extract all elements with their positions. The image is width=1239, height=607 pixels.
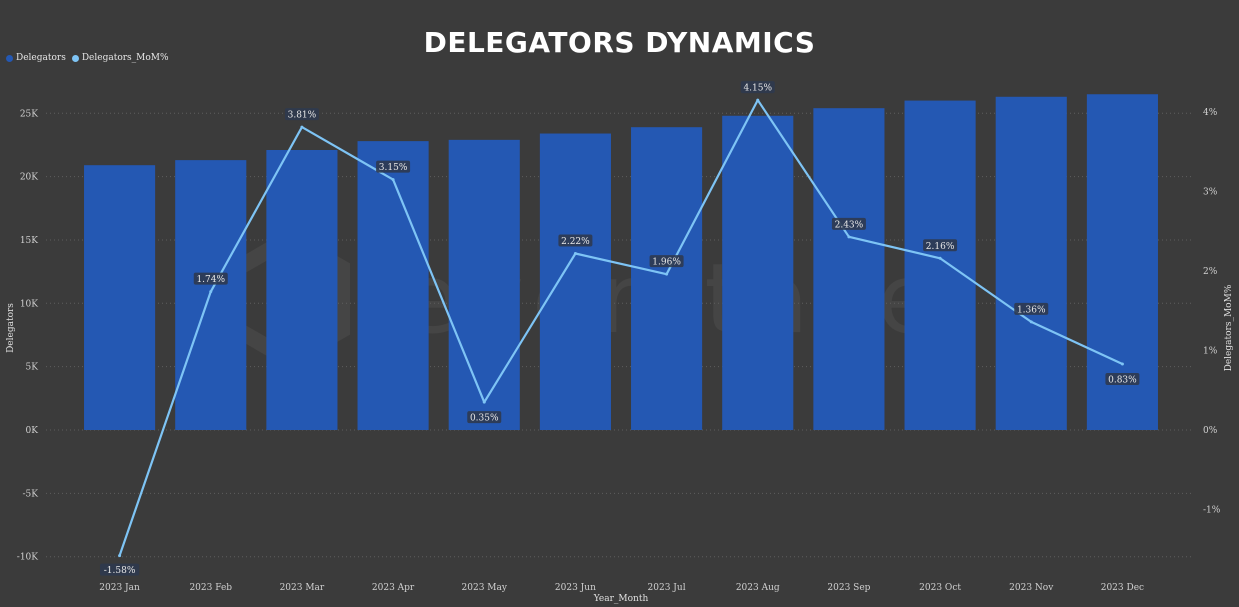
x-axis-title: Year_Month: [593, 594, 649, 604]
x-tick-label: 2023 Feb: [189, 583, 232, 593]
line-point: [938, 256, 942, 260]
bar: [266, 149, 338, 431]
data-label-box: [99, 563, 140, 576]
data-label-box: [649, 255, 684, 268]
y-tick-label: 15K: [20, 236, 38, 246]
y-tick-label: -10K: [17, 553, 38, 563]
y2-tick-label: 0%: [1203, 426, 1218, 436]
x-tick-label: 2023 Jul: [648, 583, 686, 593]
data-label-box: [558, 234, 593, 247]
data-label-box: [923, 239, 958, 252]
data-label: 2.16%: [926, 242, 955, 252]
legend-item-mom[interactable]: Delegators_MoM%: [71, 53, 169, 63]
data-label: 2.43%: [835, 220, 864, 230]
bar: [995, 96, 1067, 431]
line-point: [1120, 362, 1124, 366]
bar: [722, 115, 794, 430]
data-labels: -1.58% 1.74% 3.81% 3.15% 0.35% 2.22% 1.96% 4.15…: [99, 81, 1140, 576]
line-point: [482, 400, 486, 404]
line-point: [573, 252, 577, 256]
data-label: 1.74%: [196, 275, 225, 285]
x-tick-label: 2023 Aug: [736, 583, 780, 593]
legend[interactable]: Delegators Delegators_MoM%: [6, 53, 169, 63]
x-tick-label: 2023 Jun: [555, 583, 596, 593]
data-label-box: [193, 272, 228, 285]
line-point: [1029, 320, 1033, 324]
line-point: [300, 125, 304, 129]
data-label: 0.83%: [1108, 376, 1137, 386]
x-tick-label: 2023 Apr: [372, 583, 415, 593]
x-tick-label: 2023 May: [462, 583, 508, 593]
y2-tick-label: -1%: [1203, 506, 1221, 516]
data-label: -1.58%: [104, 566, 136, 576]
mom-line: [118, 98, 1123, 556]
legend-item-delegators[interactable]: Delegators: [6, 53, 66, 63]
data-label-box: [284, 108, 319, 121]
y2-axis-title: Delegators_MoM%: [1224, 284, 1234, 371]
data-label: 2.22%: [561, 237, 590, 247]
y-tick-label: 5K: [26, 363, 39, 373]
y2-tick-label: 4%: [1203, 108, 1218, 118]
bar: [357, 141, 429, 430]
y2-tick-label: 2%: [1203, 267, 1218, 277]
x-tick-label: 2023 Oct: [919, 583, 961, 593]
bar: [175, 160, 247, 430]
line-point: [665, 272, 669, 276]
x-tick-label: 2023 Nov: [1009, 583, 1054, 593]
bar: [539, 133, 611, 430]
data-label-box: [376, 160, 411, 173]
line-series: [118, 98, 1124, 558]
bar: [84, 165, 156, 430]
y2-tick-label: 1%: [1203, 347, 1218, 357]
chart-title: DELEGATORS DYNAMICS: [423, 26, 816, 59]
data-label-box: [1105, 373, 1140, 386]
y-tick-label: -5K: [23, 489, 39, 499]
data-label-box: [1014, 302, 1049, 315]
line-point: [209, 290, 213, 294]
data-label-box: [467, 411, 502, 424]
line-point: [847, 235, 851, 239]
axes: -10K -5K 0K 5K 10K 15K 20K 25K -1% 0% 1% 2% 3% 4% 2023…: [6, 108, 1234, 604]
bar: [904, 100, 976, 430]
bar-series: [84, 94, 1158, 431]
grid-lines: [46, 112, 1192, 558]
legend-label-delegators: Delegators: [16, 53, 66, 63]
y2-tick-label: 3%: [1203, 188, 1218, 198]
y-tick-label: 10K: [20, 299, 38, 309]
x-tick-label: 2023 Dec: [1101, 583, 1144, 593]
data-label: 1.36%: [1017, 305, 1046, 315]
y-tick-label: 25K: [20, 109, 38, 119]
legend-dot-delegators: [6, 54, 13, 62]
legend-dot-mom: [71, 54, 79, 62]
bar: [631, 127, 703, 430]
data-label: 3.15%: [379, 163, 408, 173]
x-tick-label: 2023 Sep: [827, 583, 870, 593]
data-label-box: [740, 81, 775, 94]
x-tick-label: 2023 Mar: [280, 583, 325, 593]
line-point: [756, 98, 760, 102]
y-tick-label: 20K: [20, 173, 38, 183]
y-tick-label: 0K: [26, 426, 39, 436]
bar: [813, 108, 885, 430]
bar: [448, 139, 520, 430]
x-tick-label: 2023 Jan: [99, 583, 140, 593]
data-label: 0.35%: [470, 414, 499, 424]
data-label: 4.15%: [743, 84, 772, 94]
data-label-box: [831, 217, 866, 230]
legend-label-mom: Delegators_MoM%: [81, 53, 169, 63]
line-point: [391, 178, 395, 182]
line-point: [118, 554, 122, 558]
data-label: 3.81%: [288, 111, 317, 121]
y-axis-title: Delegators: [6, 303, 16, 353]
data-label: 1.96%: [652, 258, 681, 268]
